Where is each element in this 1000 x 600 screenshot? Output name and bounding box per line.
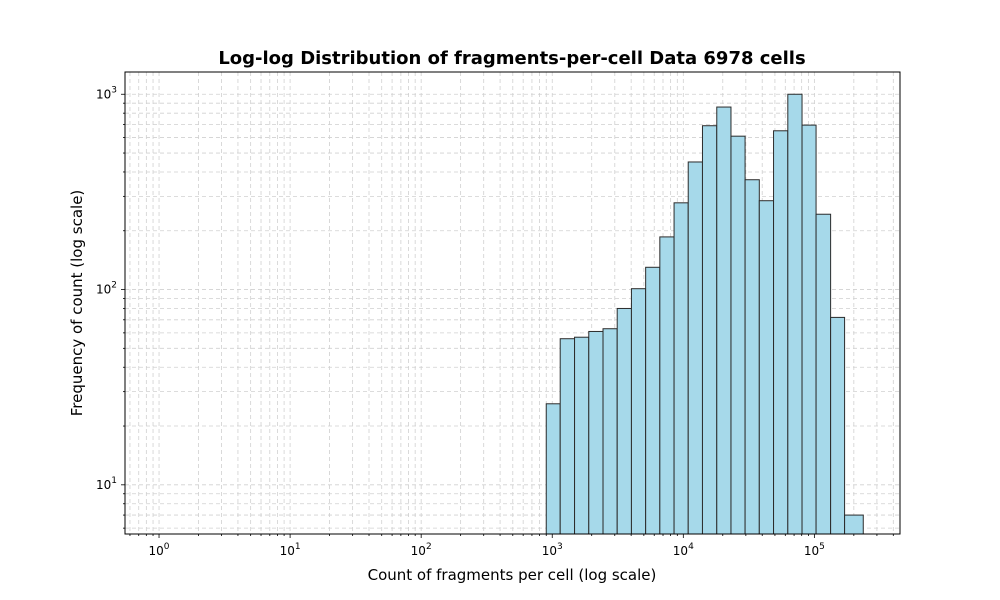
histogram-bar <box>730 135 746 535</box>
x-tick-label: 100 <box>149 542 170 558</box>
histogram-bar <box>616 307 632 535</box>
y-axis-label: Frequency of count (log scale) <box>68 190 86 417</box>
chart-title: Log-log Distribution of fragments-per-ce… <box>218 48 805 69</box>
x-tick-label: 105 <box>804 542 825 558</box>
y-tick-label: 103 <box>96 85 117 101</box>
histogram-bar <box>701 125 718 535</box>
histogram-bar <box>659 236 675 535</box>
histogram-bar <box>574 336 590 535</box>
histogram-bar <box>830 316 846 535</box>
histogram-bar <box>602 328 618 535</box>
bars-layer <box>545 93 864 535</box>
histogram-bar <box>545 403 561 535</box>
histogram-bar <box>744 179 760 535</box>
histogram-bar <box>801 124 817 535</box>
histogram-bar <box>773 130 789 535</box>
x-tick-label: 102 <box>411 542 432 558</box>
histogram-bar <box>630 288 647 535</box>
histogram-bar <box>645 266 661 535</box>
histogram-bar <box>687 161 703 535</box>
x-axis-label: Count of fragments per cell (log scale) <box>368 566 657 584</box>
histogram-bar <box>787 93 803 535</box>
x-tick-label: 101 <box>280 542 301 558</box>
histogram-bar <box>559 338 576 535</box>
y-tick-label: 101 <box>96 476 117 492</box>
histogram-bar <box>588 330 604 535</box>
x-tick-label: 104 <box>673 542 694 558</box>
histogram-bar <box>758 200 775 535</box>
plot-frame <box>124 71 901 535</box>
histogram-bar <box>716 106 732 535</box>
histogram-bar <box>844 514 864 535</box>
histogram-bar <box>673 202 689 535</box>
y-tick-label: 102 <box>96 281 117 297</box>
x-tick-label: 103 <box>542 542 563 558</box>
histogram-bar <box>815 213 832 535</box>
